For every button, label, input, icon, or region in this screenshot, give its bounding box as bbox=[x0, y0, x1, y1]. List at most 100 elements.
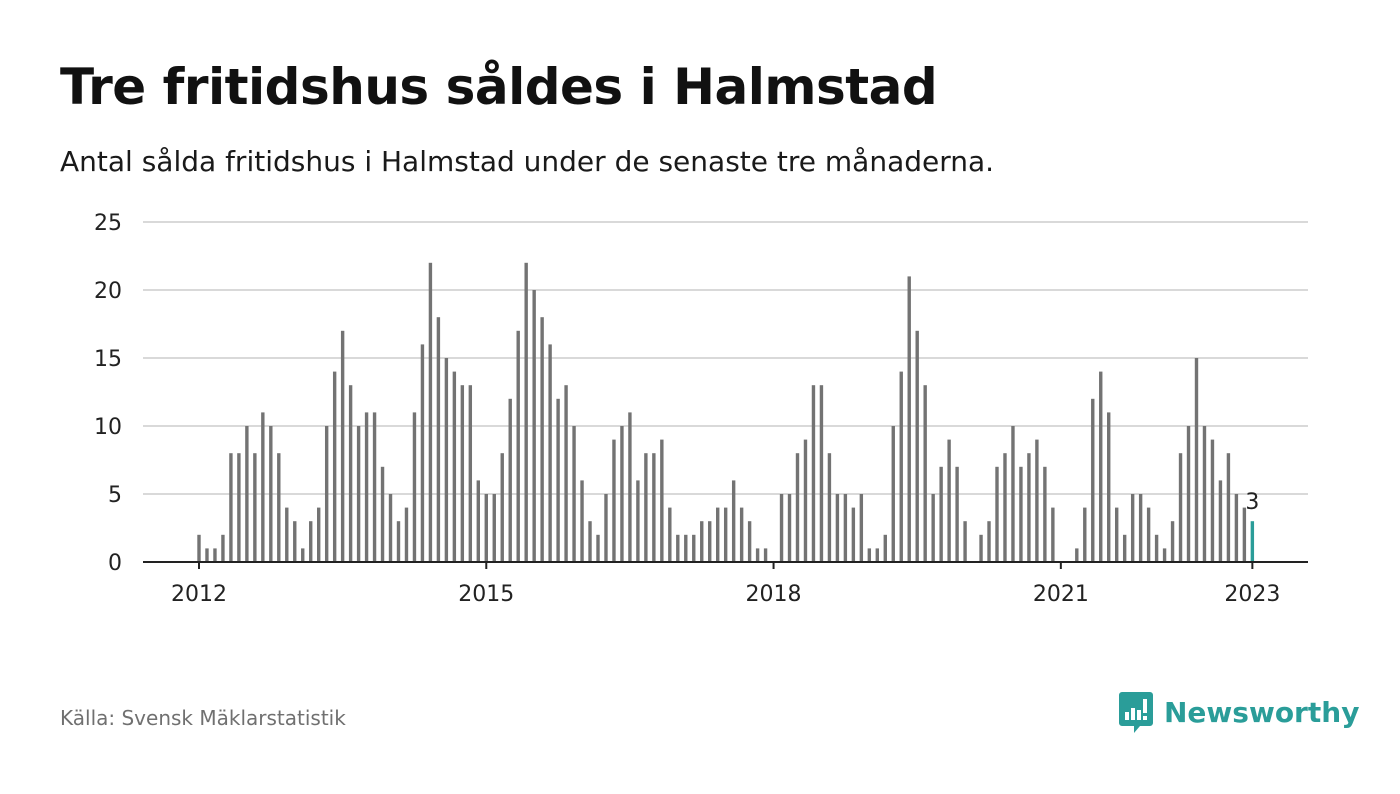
bar-89 bbox=[907, 276, 911, 562]
bar-56 bbox=[644, 453, 648, 562]
bar-123 bbox=[1178, 453, 1183, 562]
bar-74 bbox=[787, 494, 792, 562]
y-tick-label-0: 0 bbox=[108, 551, 122, 576]
bar-35 bbox=[476, 480, 480, 562]
bar-59 bbox=[668, 507, 672, 562]
bar-41 bbox=[524, 262, 528, 562]
bar-24 bbox=[388, 494, 393, 562]
bar-22 bbox=[372, 412, 377, 562]
bar-5 bbox=[237, 453, 241, 562]
bar-11 bbox=[285, 507, 289, 562]
bar-83 bbox=[859, 494, 864, 562]
bar-40 bbox=[516, 330, 520, 562]
bar-101 bbox=[1003, 453, 1007, 562]
source-note: Källa: Svensk Mäklarstatistik bbox=[60, 706, 346, 730]
bar-110 bbox=[1075, 548, 1079, 562]
bar-120 bbox=[1154, 534, 1159, 562]
bar-94 bbox=[947, 439, 951, 562]
chart-subtitle: Antal sålda fritidshus i Halmstad under … bbox=[60, 145, 995, 178]
bar-44 bbox=[548, 344, 552, 562]
bar-4 bbox=[229, 453, 233, 562]
bar-82 bbox=[851, 507, 856, 562]
bar-70 bbox=[755, 548, 760, 562]
bar-84 bbox=[867, 548, 872, 562]
bar-52 bbox=[612, 439, 616, 562]
bar-114 bbox=[1107, 412, 1111, 562]
bar-104 bbox=[1027, 453, 1031, 562]
bar-127 bbox=[1210, 439, 1215, 562]
brand-logo: Newsworthy bbox=[1118, 690, 1359, 734]
bar-53 bbox=[620, 426, 624, 562]
y-tick-label-20: 20 bbox=[94, 279, 122, 304]
bar-15 bbox=[317, 507, 321, 562]
bar-7 bbox=[253, 453, 257, 562]
bar-116 bbox=[1122, 534, 1127, 562]
bar-51 bbox=[604, 494, 608, 562]
bar-131 bbox=[1242, 507, 1247, 562]
bar-37 bbox=[492, 494, 496, 562]
bar-118 bbox=[1138, 494, 1143, 562]
bar-73 bbox=[779, 494, 784, 562]
bar-61 bbox=[684, 534, 688, 562]
bar-98 bbox=[979, 534, 983, 562]
bar-75 bbox=[795, 453, 800, 562]
bar-128 bbox=[1218, 480, 1223, 562]
bar-126 bbox=[1202, 426, 1207, 562]
bar-80 bbox=[835, 494, 840, 562]
bar-95 bbox=[955, 466, 959, 562]
bar-65 bbox=[716, 507, 720, 562]
bar-2 bbox=[213, 548, 217, 562]
bar-47 bbox=[572, 426, 576, 562]
data-labels: 3 bbox=[1245, 490, 1259, 515]
bar-46 bbox=[564, 385, 568, 562]
gridlines bbox=[143, 221, 1308, 495]
bar-18 bbox=[340, 330, 345, 562]
brand-name: Newsworthy bbox=[1164, 695, 1360, 729]
bar-122 bbox=[1170, 521, 1175, 562]
bar-105 bbox=[1035, 439, 1039, 562]
bar-124 bbox=[1186, 426, 1191, 562]
bar-60 bbox=[676, 534, 680, 562]
bar-68 bbox=[739, 507, 744, 562]
bar-102 bbox=[1011, 426, 1015, 562]
bar-36 bbox=[484, 494, 488, 562]
bar-129 bbox=[1226, 453, 1231, 562]
bar-57 bbox=[652, 453, 656, 562]
bar-6 bbox=[245, 426, 249, 562]
bar-63 bbox=[700, 521, 704, 562]
newsworthy-logo-icon bbox=[1119, 692, 1153, 733]
bar-92 bbox=[931, 494, 935, 562]
bar-21 bbox=[364, 412, 369, 562]
bars bbox=[197, 262, 1255, 562]
bar-66 bbox=[723, 507, 728, 562]
x-tick-label-2012: 2012 bbox=[171, 582, 227, 607]
y-tick-label-15: 15 bbox=[94, 347, 122, 372]
bar-86 bbox=[883, 534, 887, 562]
bar-9 bbox=[269, 426, 273, 562]
bar-29 bbox=[428, 262, 433, 562]
bar-117 bbox=[1130, 494, 1135, 562]
bar-85 bbox=[875, 548, 879, 562]
bar-10 bbox=[277, 453, 281, 562]
bar-112 bbox=[1091, 398, 1095, 562]
bar-88 bbox=[899, 371, 903, 562]
bar-113 bbox=[1099, 371, 1103, 562]
bar-30 bbox=[436, 317, 441, 562]
bar-3 bbox=[221, 534, 225, 562]
bar-20 bbox=[356, 426, 361, 562]
bar-111 bbox=[1083, 507, 1087, 562]
bar-99 bbox=[987, 521, 991, 562]
bar-91 bbox=[923, 385, 927, 562]
bar-8 bbox=[261, 412, 265, 562]
bar-13 bbox=[301, 548, 305, 562]
bar-54 bbox=[628, 412, 632, 562]
bar-55 bbox=[636, 480, 640, 562]
chart-title: Tre fritidshus såldes i Halmstad bbox=[60, 58, 938, 116]
y-tick-label-10: 10 bbox=[94, 415, 122, 440]
bar-31 bbox=[444, 358, 449, 562]
x-tick-label-2021: 2021 bbox=[1033, 582, 1089, 607]
bar-103 bbox=[1019, 466, 1023, 562]
bar-81 bbox=[843, 494, 848, 562]
bar-27 bbox=[412, 412, 417, 562]
bar-34 bbox=[468, 385, 473, 562]
